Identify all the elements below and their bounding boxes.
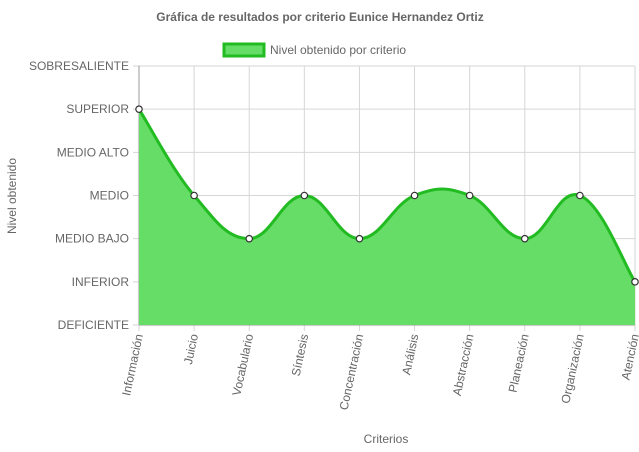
x-tick-label: Planeación xyxy=(506,333,532,394)
y-axis: DEFICIENTE INFERIOR MEDIO BAJO MEDIO MEDIO A… xyxy=(29,59,129,332)
legend[interactable]: Nivel obtenido por criterio xyxy=(222,42,406,58)
data-point[interactable] xyxy=(190,191,198,200)
y-tick-label: INFERIOR xyxy=(72,275,130,289)
data-points xyxy=(135,105,639,286)
data-point[interactable] xyxy=(465,191,474,200)
y-tick-label: MEDIO xyxy=(90,189,129,203)
data-point[interactable] xyxy=(135,105,143,113)
data-point[interactable] xyxy=(245,234,254,243)
x-tick-label: Juicio xyxy=(181,332,201,365)
series-area xyxy=(139,109,635,326)
data-point[interactable] xyxy=(631,278,639,286)
series-line xyxy=(137,108,637,283)
x-tick-label: Síntesis xyxy=(289,333,312,378)
x-tick-label: Información xyxy=(119,333,146,397)
x-axis: Información Juicio Vocabulario Síntesis Conc… xyxy=(119,332,639,411)
x-tick-label: Análisis xyxy=(399,333,421,376)
y-tick-label: SUPERIOR xyxy=(66,102,129,116)
x-axis-title: Criterios xyxy=(364,432,409,446)
y-axis-title: Nivel obtenido xyxy=(5,158,19,234)
x-tick-label: Organización xyxy=(558,333,586,405)
data-point[interactable] xyxy=(410,191,419,200)
y-tick-label: MEDIO ALTO xyxy=(57,145,129,159)
y-tick-label: MEDIO BAJO xyxy=(55,232,129,246)
legend-label: Nivel obtenido por criterio xyxy=(270,43,406,57)
x-tick-label: Abstracción xyxy=(450,333,477,397)
x-tick-label: Concentración xyxy=(337,333,367,412)
x-tick-label: Vocabulario xyxy=(229,332,256,397)
data-point[interactable] xyxy=(300,191,309,200)
x-tick-label: Atención xyxy=(619,333,639,382)
y-tick-label: DEFICIENTE xyxy=(58,318,129,332)
y-tick-label: SOBRESALIENTE xyxy=(29,59,129,73)
data-point[interactable] xyxy=(355,234,364,243)
data-point[interactable] xyxy=(576,191,584,200)
chart-title: Gráfica de resultados por criterio Eunic… xyxy=(156,10,483,24)
legend-swatch xyxy=(222,42,266,58)
data-point[interactable] xyxy=(520,234,529,243)
